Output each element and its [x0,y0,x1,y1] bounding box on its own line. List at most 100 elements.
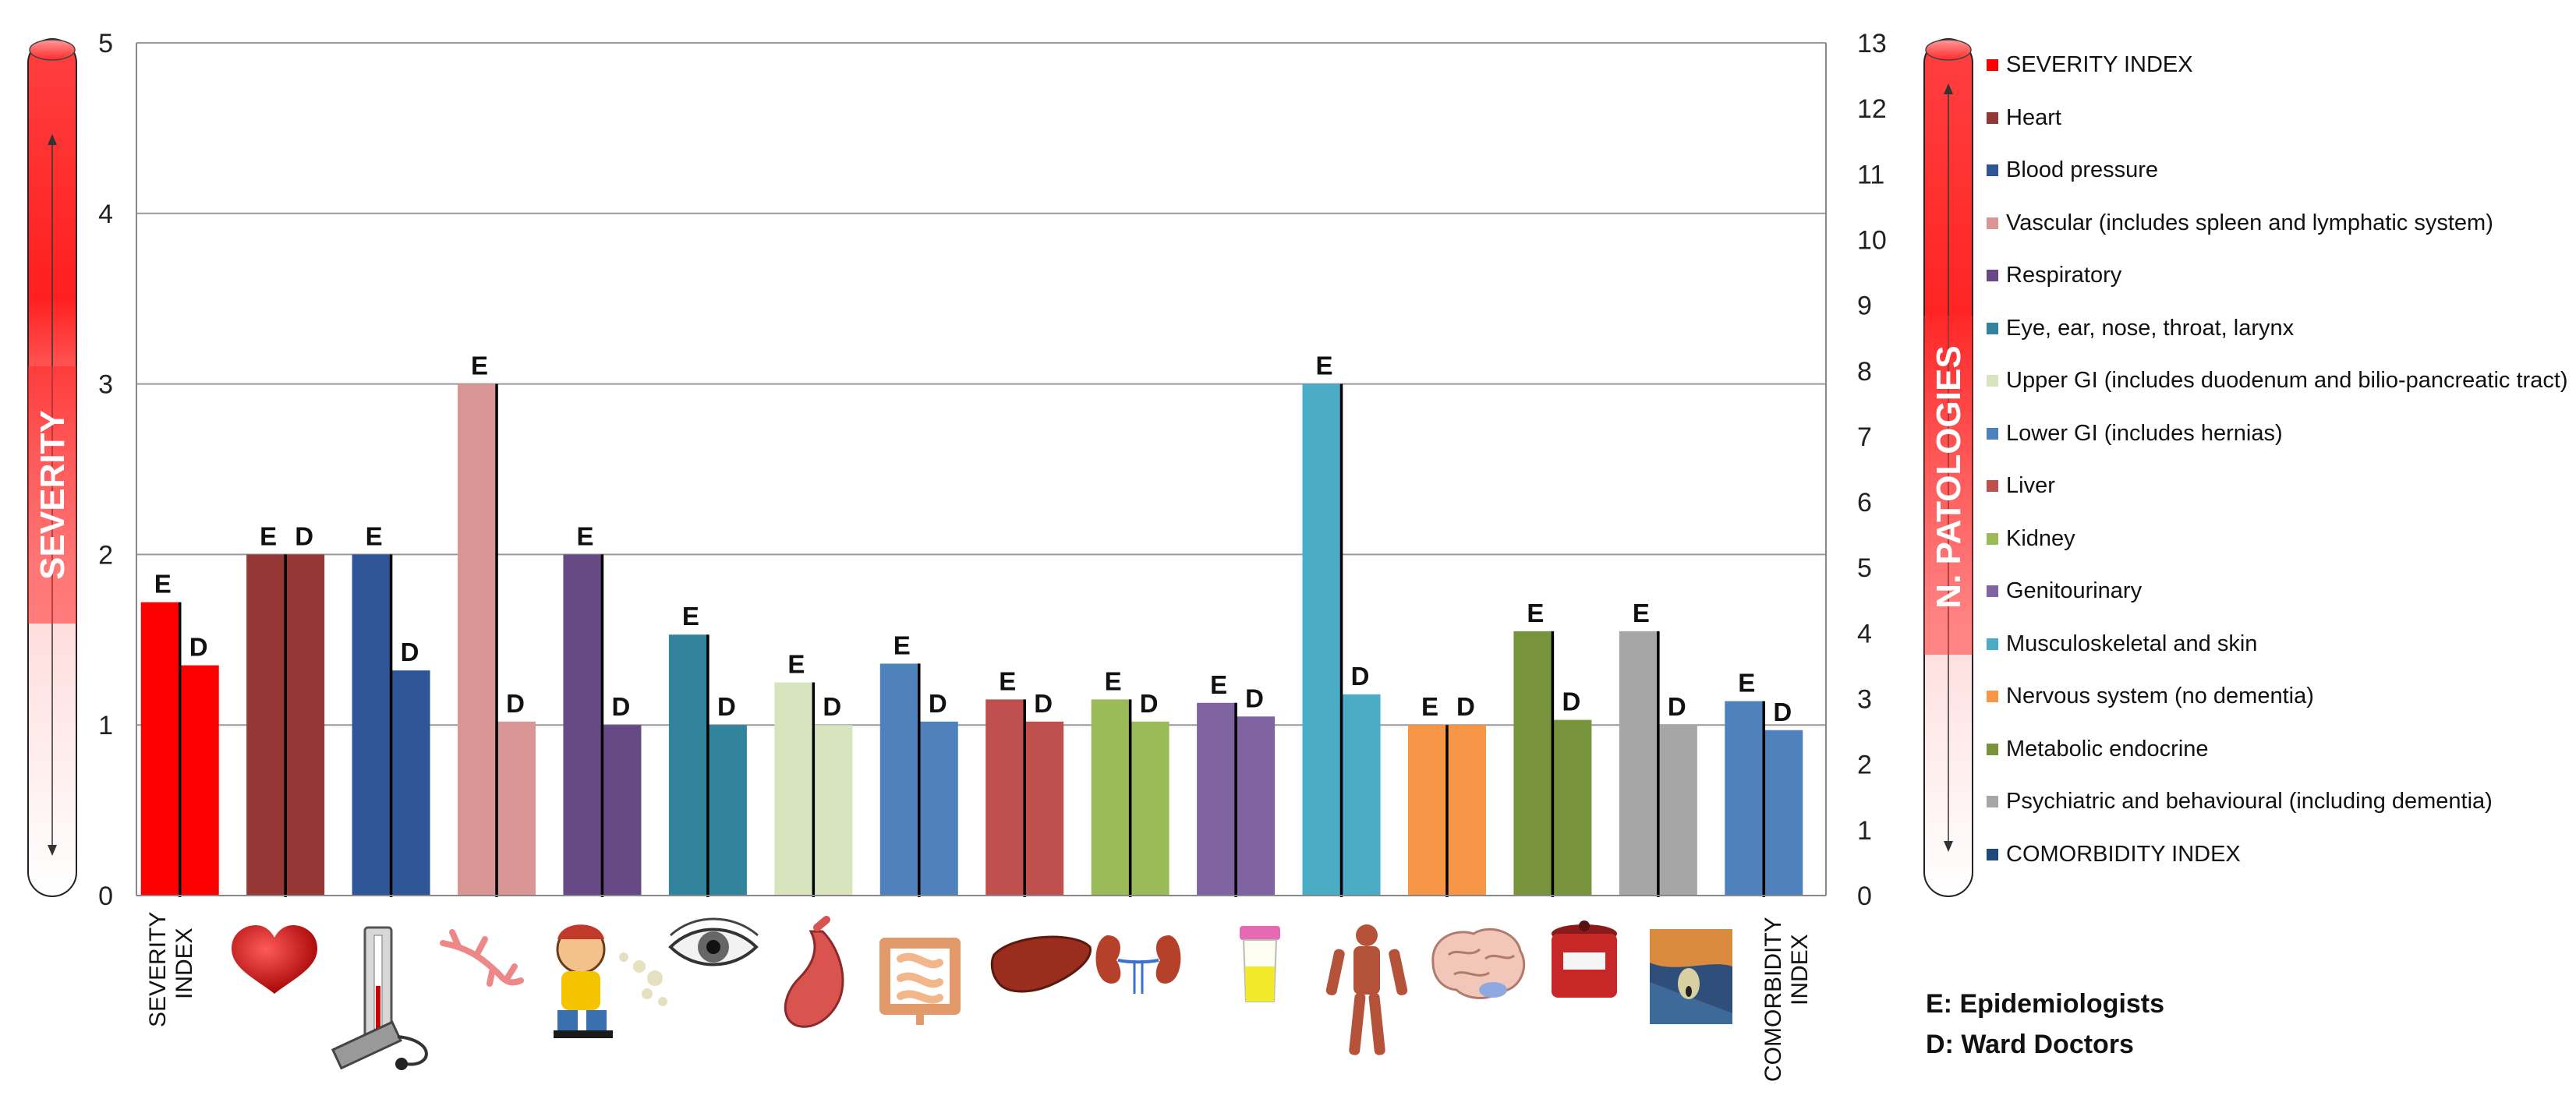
intestine-icon [879,938,961,1025]
bar-e [458,383,497,896]
bar-d [707,725,747,896]
coughing-person-icon [554,924,667,1038]
legend-label: Metabolic endocrine [2006,736,2209,761]
bar-label-d: D [929,689,947,718]
bar-e [1513,631,1553,896]
right-tick-label: 11 [1857,160,1884,189]
legend-swatch [1987,743,1998,755]
legend-swatch [1987,111,1998,124]
right-tick-label: 10 [1857,225,1887,255]
bar-label-d: D [1668,692,1686,721]
bar-label-e: E [260,521,277,550]
bar-d [813,725,853,896]
bar-label-e: E [366,521,383,550]
bar-label-d: D [189,633,208,662]
legend-label: Respiratory [2006,263,2122,288]
bar-e [668,634,708,896]
right-tick-label: 6 [1857,488,1872,518]
legend-item: Blood pressure [1987,144,2564,197]
legend-label: Liver [2006,473,2055,499]
bar-label-d: D [1034,689,1053,718]
left-tick-label: 3 [98,370,113,400]
right-tick-label: 3 [1857,685,1872,715]
bar-d [602,725,642,896]
bar-e [879,663,919,896]
legend-item: COMORBIDITY INDEX [1987,829,2564,882]
legend-item: Psychiatric and behavioural (including d… [1987,776,2564,829]
severity-gauge-tube [27,38,77,897]
legend-item: Heart [1987,92,2564,145]
bar-label-d: D [1351,662,1370,691]
liver-icon [990,935,1092,993]
bar-e [1091,699,1131,896]
left-axis-title: SEVERITY [34,410,72,580]
bar-label-e: E [1527,599,1544,627]
bar-e [563,554,603,896]
bar-label-d: D [1245,684,1264,712]
bar-label-d: D [1562,687,1580,716]
bar-label-e: E [154,570,172,599]
bar-e [140,602,180,896]
bar-d [497,721,536,896]
legend-swatch [1987,322,1998,334]
bar-e [774,682,814,896]
legend-swatch [1987,585,1998,598]
legend-item: Vascular (includes spleen and lymphatic … [1987,197,2564,250]
legend-swatch [1987,638,1998,650]
bar-label-d: D [1773,698,1792,726]
bar-label-e: E [471,352,488,380]
bar-label-d: D [401,638,419,666]
right-tick-label: 4 [1857,619,1872,648]
legend: SEVERITY INDEX Heart Blood pressure Vascula… [1987,39,2568,882]
sugar-jar-icon [1552,920,1617,998]
right-tick-label: 2 [1857,751,1872,780]
right-axis-title: N. PATOLOGIES [1930,345,1968,608]
bar-label-e: E [787,650,805,679]
left-tick-label: 1 [98,711,113,740]
bar-e [1302,383,1342,896]
bar-label-e: E [893,631,911,659]
legend-label: Lower GI (includes hernias) [2006,420,2283,446]
category-icons: SEVERITY INDEX [145,912,1813,1082]
bar-d [1024,721,1064,896]
legend-label: Nervous system (no dementia) [2006,684,2314,709]
legend-label: Musculoskeletal and skin [2006,631,2258,656]
bar-d [1236,716,1276,896]
bar-label-d: D [1140,689,1159,718]
eye-icon [668,917,759,966]
bar-label-e: E [682,602,699,631]
bar-label-d: D [1456,692,1475,721]
bar-e [1197,702,1237,896]
legend-swatch [1987,375,1998,387]
bar-label-e: E [999,666,1016,695]
legend-item: Respiratory [1987,249,2564,302]
bar-d [1341,694,1381,896]
legend-item: Genitourinary [1987,565,2564,618]
blood-vessel-icon [440,929,524,987]
left-axis-ticks: 0 1 2 3 4 5 [98,29,113,911]
bar-label-e: E [1210,670,1227,699]
legend-note: E: Epidemiologists D: Ward Doctors [1926,984,2164,1065]
legend-label: SEVERITY INDEX [2006,52,2193,78]
left-tick-label: 2 [98,540,113,570]
stomach-icon [784,916,844,1028]
urine-sample-icon [1240,926,1280,1002]
legend-swatch [1987,164,1998,177]
right-tick-label: 8 [1857,357,1872,387]
bar-e [246,554,286,896]
legend-item: Lower GI (includes hernias) [1987,408,2564,461]
right-tick-label: 7 [1857,422,1872,452]
bar-e [1619,631,1658,896]
blood-pressure-gauge-icon [331,926,428,1070]
legend-label: Psychiatric and behavioural (including d… [2006,789,2493,814]
note-epidemiologists: E: Epidemiologists [1926,989,2165,1019]
comorbidity-index-label-line1: COMORBIDITY [1760,917,1786,1082]
legend-item: Metabolic endocrine [1987,723,2564,776]
severity-index-label-line2: INDEX [172,928,197,999]
severity-index-label-line1: SEVERITY [145,912,171,1027]
bar-d [1130,721,1169,896]
legend-swatch [1987,480,1998,493]
legend-item: Kidney [1987,513,2564,566]
